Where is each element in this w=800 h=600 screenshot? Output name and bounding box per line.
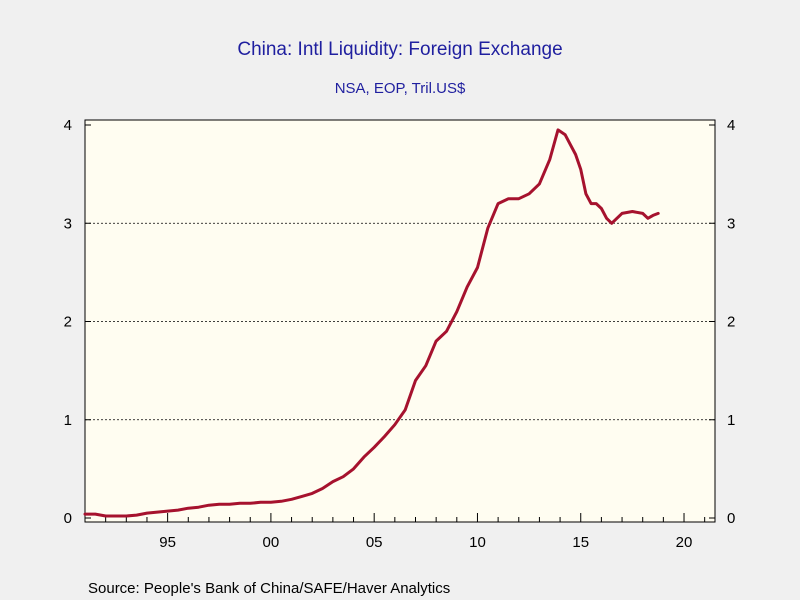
chart-title: China: Intl Liquidity: Foreign Exchange — [237, 39, 562, 60]
y-tick-label-right: 2 — [727, 314, 735, 331]
series-line — [83, 128, 660, 518]
plot-area — [84, 119, 716, 523]
axis-ticks — [84, 124, 715, 522]
x-tick-label: 20 — [676, 534, 693, 551]
y-tick-label-left: 0 — [64, 510, 72, 527]
x-tick-label: 00 — [263, 534, 280, 551]
x-tick-label: 15 — [572, 534, 589, 551]
y-tick-label-left: 1 — [64, 412, 72, 429]
series-layer — [83, 128, 660, 518]
x-tick-label: 95 — [159, 534, 176, 551]
y-tick-label-right: 3 — [727, 215, 735, 232]
y-tick-label-right: 4 — [727, 117, 735, 134]
chart-subtitle: NSA, EOP, Tril.US$ — [335, 80, 466, 97]
y-tick-label-right: 0 — [727, 510, 735, 527]
y-tick-label-left: 2 — [64, 314, 72, 331]
y-tick-label-right: 1 — [727, 412, 735, 429]
tick-labels: 0 1 2 3 4 0 1 2 3 4 95 00 05 10 15 20 — [64, 117, 736, 551]
x-tick-label: 10 — [469, 534, 486, 551]
y-tick-label-left: 3 — [64, 215, 72, 232]
source-note: Source: People's Bank of China/SAFE/Have… — [88, 580, 450, 597]
x-tick-label: 05 — [366, 534, 383, 551]
y-tick-label-left: 4 — [64, 117, 72, 134]
